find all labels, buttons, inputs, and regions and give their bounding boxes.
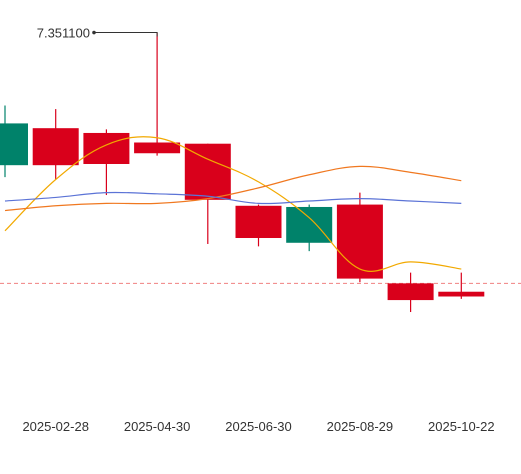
candle [0, 105, 28, 178]
candles-layer [0, 32, 485, 313]
candle-body [336, 204, 383, 279]
candle [235, 204, 282, 247]
candle [286, 204, 333, 252]
candle-body [184, 143, 231, 200]
moving-average-line [4, 191, 462, 205]
x-tick-label: 2025-06-30 [225, 419, 292, 434]
candle [134, 32, 181, 156]
candle-body [134, 142, 181, 154]
candle-body [83, 132, 130, 164]
candle-body [286, 206, 333, 243]
candle [83, 129, 130, 196]
candle-body [0, 123, 28, 166]
candle [387, 272, 434, 313]
x-tick-label: 2025-02-28 [22, 419, 89, 434]
x-axis: 2025-02-28 2025-04-30 2025-06-30 2025-08-29… [22, 419, 494, 434]
x-tick-label: 2025-04-30 [124, 419, 191, 434]
candle-body [438, 291, 485, 297]
moving-average-layer [4, 136, 462, 272]
x-tick-label: 2025-10-22 [428, 419, 495, 434]
x-tick-label: 2025-08-29 [327, 419, 394, 434]
annotation-label: 7.351100 [37, 26, 90, 41]
price-annotation: 7.351100 [37, 26, 158, 41]
candle [438, 272, 485, 299]
moving-average-line [4, 136, 462, 272]
candle [336, 192, 383, 283]
moving-average-line [4, 165, 462, 212]
candle-body [387, 283, 434, 301]
annotation-leader-line [94, 32, 158, 37]
annotation-dot [92, 30, 96, 35]
candle-body [235, 205, 282, 239]
candle [184, 143, 231, 244]
candle-body [32, 128, 79, 166]
candle [32, 109, 79, 180]
